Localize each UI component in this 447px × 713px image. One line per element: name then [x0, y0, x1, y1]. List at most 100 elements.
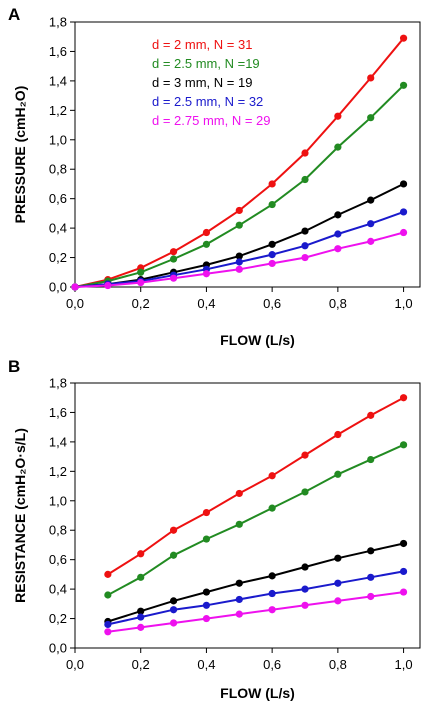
data-point [334, 230, 342, 238]
data-point [301, 488, 309, 496]
data-point [169, 526, 178, 534]
data-point [235, 610, 243, 618]
data-point [104, 570, 112, 578]
data-point [399, 228, 408, 237]
chart-panel-A: A 0,0 0,2 0,4 0,6 0,8 1,0 1,2 1,4 1,6 1,8 0,0 0,2 0,4… [8, 5, 421, 348]
y-tick-label: 0,8 [49, 162, 67, 177]
data-point [334, 112, 342, 120]
data-point [367, 455, 375, 464]
data-point [334, 211, 342, 219]
data-point [235, 221, 243, 229]
series-4 [104, 567, 408, 629]
data-point [301, 585, 309, 593]
data-point [137, 278, 145, 287]
data-point [169, 551, 178, 559]
x-tick-label: 0,2 [132, 296, 150, 311]
y-tick-label: 0,4 [49, 221, 67, 236]
data-point [202, 228, 211, 237]
data-point [268, 589, 276, 598]
series-line [107, 542, 404, 623]
legend-entry: d = 3 mm, N = 19 [152, 75, 252, 90]
x-tick-label: 0,4 [197, 296, 215, 311]
legend-entry: d = 2.75 mm, N = 29 [152, 113, 271, 128]
data-point [104, 591, 112, 599]
data-point [137, 550, 145, 558]
data-point [399, 394, 408, 402]
data-point [235, 520, 243, 528]
y-tick-label: 1,8 [49, 15, 67, 30]
data-point [301, 601, 309, 609]
data-point [399, 539, 408, 548]
data-point [169, 255, 178, 263]
data-point [169, 597, 178, 605]
data-point [235, 489, 243, 498]
series-line [107, 591, 404, 633]
data-point [334, 470, 342, 478]
data-point [399, 588, 408, 596]
data-point [367, 547, 375, 555]
data-point [399, 81, 408, 89]
plot-frame [74, 382, 421, 649]
chart-panel-B: B 0,0 0,2 0,4 0,6 0,8 1,0 1,2 1,4 1,6 1,8 0,0 0,2 0,4… [8, 357, 421, 701]
data-point [169, 274, 178, 282]
y-axis-label: PRESSURE (cmH₂O) [12, 86, 28, 224]
y-tick-label: 0,6 [49, 191, 67, 206]
data-point [334, 245, 342, 253]
legend-entry: d = 2.5 mm, N =19 [152, 56, 260, 71]
series-line [107, 396, 405, 576]
data-point [169, 619, 178, 627]
data-point [367, 411, 375, 419]
x-tick-label: 0,8 [329, 657, 347, 672]
y-tick-label: 1,2 [49, 103, 67, 118]
series-5 [71, 228, 408, 291]
data-point [399, 208, 408, 216]
data-point [399, 441, 408, 449]
y-tick-label: 1,6 [49, 405, 67, 420]
series-2 [104, 441, 408, 599]
x-tick-label: 1,0 [395, 657, 413, 672]
data-point [301, 563, 309, 571]
y-tick-label: 0,2 [49, 611, 67, 626]
data-point [104, 281, 112, 290]
y-tick-label: 0,4 [49, 582, 67, 597]
series-3 [104, 539, 408, 626]
y-tick-label: 0,6 [49, 552, 67, 567]
y-tick-label: 1,0 [49, 132, 67, 147]
y-tick-label: 0,0 [49, 280, 67, 295]
data-point [202, 601, 211, 609]
series-line [107, 570, 404, 626]
data-point [235, 265, 243, 273]
data-point [137, 607, 145, 615]
data-point [137, 268, 145, 276]
series-line [107, 443, 405, 596]
data-point [334, 554, 342, 562]
data-point [334, 597, 342, 605]
data-point [334, 430, 342, 439]
data-point [367, 220, 375, 228]
x-tick-label: 0,6 [263, 657, 281, 672]
series-1 [104, 394, 408, 578]
y-axis-label: RESISTANCE (cmH₂O·s/L) [12, 428, 28, 603]
data-point [235, 579, 243, 587]
data-point [202, 614, 211, 623]
data-point [268, 259, 276, 268]
data-point [169, 606, 178, 614]
data-point [235, 206, 243, 215]
legend-entry: d = 2.5 mm, N = 32 [152, 94, 263, 109]
data-point [301, 253, 309, 262]
data-point [367, 74, 375, 82]
x-tick-label: 1,0 [395, 296, 413, 311]
data-point [137, 573, 145, 581]
y-tick-label: 0,2 [49, 250, 67, 265]
data-point [202, 240, 211, 248]
panel-label: B [8, 357, 20, 376]
data-point [399, 180, 408, 188]
legend: d = 2 mm, N = 31 d = 2.5 mm, N =19 d = 3 m… [152, 37, 271, 128]
data-point [268, 504, 276, 512]
data-point [104, 620, 112, 629]
data-point [169, 248, 178, 256]
data-point [268, 606, 276, 614]
data-point [235, 258, 243, 266]
data-point [334, 579, 342, 587]
